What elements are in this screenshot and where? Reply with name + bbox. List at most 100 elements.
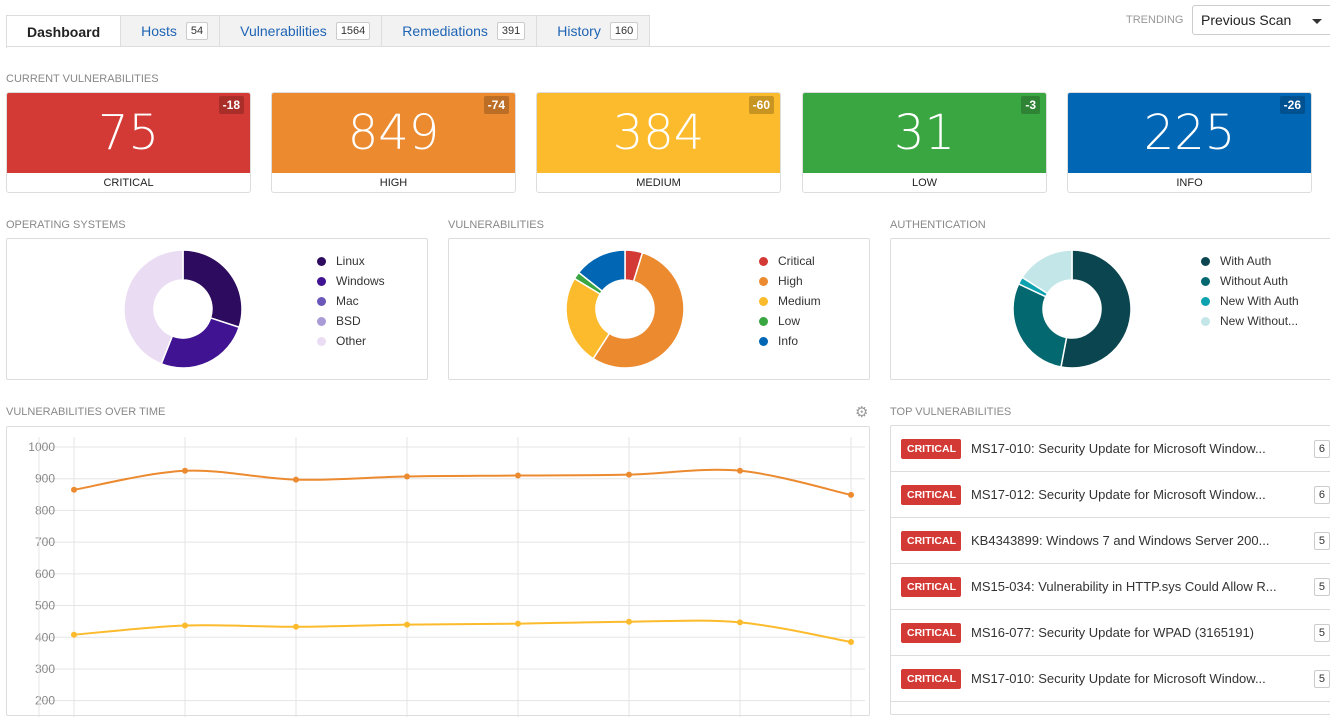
section-title: CURRENT VULNERABILITIES xyxy=(6,73,159,85)
legend-item[interactable]: Other xyxy=(317,331,385,351)
tab-hosts[interactable]: Hosts 54 xyxy=(120,15,220,47)
legend-label: BSD xyxy=(336,314,361,328)
donut-slice-windows[interactable] xyxy=(160,317,241,369)
legend-item[interactable]: Medium xyxy=(759,291,821,311)
vulnerability-name[interactable]: KB4343899: Windows 7 and Windows Server … xyxy=(971,533,1270,548)
host-count-badge: 6 xyxy=(1313,439,1330,458)
legend-item[interactable]: BSD xyxy=(317,311,385,331)
top-vulnerabilities-list: CRITICAL MS17-010: Security Update for Mi… xyxy=(890,425,1330,715)
host-count-badge: 6 xyxy=(1313,485,1330,504)
legend-label: Info xyxy=(778,334,799,348)
legend-dot-icon xyxy=(759,336,768,346)
tab-history[interactable]: History 160 xyxy=(536,15,651,47)
series-line-1 xyxy=(73,619,852,644)
legend-dot-icon xyxy=(1201,256,1210,266)
data-point[interactable] xyxy=(737,467,743,474)
list-item[interactable]: CRITICAL MS16-077: Security Update for WP… xyxy=(891,610,1330,656)
severity-card-low[interactable]: 31 -3 LOW xyxy=(802,92,1047,193)
legend-label: Without Auth xyxy=(1220,274,1289,288)
data-point[interactable] xyxy=(848,639,854,646)
tab-vulnerabilities[interactable]: Vulnerabilities 1564 xyxy=(219,15,382,47)
vulnerability-name[interactable]: MS17-010: Security Update for Microsoft … xyxy=(971,441,1266,456)
data-point[interactable] xyxy=(293,476,299,483)
data-point[interactable] xyxy=(737,619,743,626)
vulnerability-name[interactable]: MS17-012: Security Update for Microsoft … xyxy=(971,487,1266,502)
donut-slice-other[interactable] xyxy=(123,249,184,365)
tab-label: Dashboard xyxy=(27,24,101,40)
legend-item[interactable]: Mac xyxy=(317,291,385,311)
data-point[interactable] xyxy=(71,631,77,638)
trending-select[interactable]: Previous Scan xyxy=(1192,5,1330,35)
y-tick-label: 500 xyxy=(35,599,55,613)
data-point[interactable] xyxy=(404,621,410,628)
tab-label: History xyxy=(557,23,601,39)
donut-slice-new-without-[interactable] xyxy=(1021,249,1073,295)
card-value: 384 xyxy=(612,105,705,161)
data-point[interactable] xyxy=(515,620,521,627)
legend-item[interactable]: High xyxy=(759,271,821,291)
section-title: OPERATING SYSTEMS xyxy=(6,219,126,231)
legend-label: Medium xyxy=(778,294,821,308)
severity-card-medium[interactable]: 384 -60 MEDIUM xyxy=(536,92,781,193)
vulns-donut xyxy=(565,249,685,369)
legend-item[interactable]: New With Auth xyxy=(1201,291,1299,311)
legend-item[interactable]: New Without... xyxy=(1201,311,1299,331)
data-point[interactable] xyxy=(293,623,299,630)
donut-slice-linux[interactable] xyxy=(182,249,243,329)
list-item[interactable]: CRITICAL KB4343899: Windows 7 and Windows… xyxy=(891,518,1330,564)
list-item[interactable]: CRITICAL MS17-010: Security Update for Mi… xyxy=(891,426,1330,472)
host-count-badge: 5 xyxy=(1313,577,1330,596)
donut-slice-info[interactable] xyxy=(577,249,626,293)
legend-dot-icon xyxy=(317,336,326,346)
data-point[interactable] xyxy=(182,467,188,474)
data-point[interactable] xyxy=(626,471,632,478)
donut-slice-high[interactable] xyxy=(592,251,685,369)
data-point[interactable] xyxy=(404,473,410,480)
legend-item[interactable]: Linux xyxy=(317,251,385,271)
card-delta-badge: -74 xyxy=(483,96,509,114)
legend-item[interactable]: Critical xyxy=(759,251,821,271)
donut-slice-without-auth[interactable] xyxy=(1012,282,1068,368)
data-point[interactable] xyxy=(182,622,188,629)
donut-slice-medium[interactable] xyxy=(565,277,611,360)
gear-icon[interactable]: ⚙ xyxy=(855,404,869,421)
tab-label: Hosts xyxy=(141,23,177,39)
data-point[interactable] xyxy=(626,618,632,625)
legend-item[interactable]: Info xyxy=(759,331,821,351)
card-value: 849 xyxy=(347,105,440,161)
vulnerability-name[interactable]: MS15-034: Vulnerability in HTTP.sys Coul… xyxy=(971,579,1277,594)
vulnerability-name[interactable]: MS17-010: Security Update for Microsoft … xyxy=(971,671,1266,686)
authentication-panel: With Auth Without Auth New With Auth New Wi… xyxy=(890,238,1330,380)
trending-label: TRENDING xyxy=(1126,14,1184,26)
auth-donut xyxy=(1012,249,1132,369)
severity-badge: CRITICAL xyxy=(901,668,961,689)
vulnerabilities-panel: Critical High Medium Low Info xyxy=(448,238,870,380)
legend-item[interactable]: Windows xyxy=(317,271,385,291)
severity-card-info[interactable]: 225 -26 INFO xyxy=(1067,92,1312,193)
card-value: 75 xyxy=(97,105,160,161)
legend-item[interactable]: Low xyxy=(759,311,821,331)
legend-item[interactable]: With Auth xyxy=(1201,251,1299,271)
vulnerability-name[interactable]: MS16-077: Security Update for WPAD (3165… xyxy=(971,625,1255,640)
severity-card-high[interactable]: 849 -74 HIGH xyxy=(271,92,516,193)
legend-item[interactable]: Without Auth xyxy=(1201,271,1299,291)
severity-card-critical[interactable]: 75 -18 CRITICAL xyxy=(6,92,251,193)
legend-label: Low xyxy=(778,314,801,328)
tab-remediations[interactable]: Remediations 391 xyxy=(381,15,537,47)
tab-count: 1564 xyxy=(335,22,371,40)
donut-slice-with-auth[interactable] xyxy=(1060,249,1132,369)
tab-count: 54 xyxy=(185,22,209,40)
tab-dashboard[interactable]: Dashboard xyxy=(6,15,121,48)
list-item[interactable]: CRITICAL MS15-034: Vulnerability in HTTP.… xyxy=(891,564,1330,610)
section-title: VULNERABILITIES xyxy=(448,219,544,231)
data-point[interactable] xyxy=(71,486,77,493)
legend-dot-icon xyxy=(1201,316,1210,326)
list-item[interactable]: CRITICAL MS17-012: Security Update for Mi… xyxy=(891,472,1330,518)
trending-value: Previous Scan xyxy=(1201,12,1292,28)
data-point[interactable] xyxy=(515,472,521,479)
card-value-area: 849 -74 xyxy=(272,93,515,173)
host-count-badge: 5 xyxy=(1313,623,1330,642)
legend-label: Windows xyxy=(336,274,385,288)
list-item[interactable]: CRITICAL MS17-010: Security Update for Mi… xyxy=(891,656,1330,702)
data-point[interactable] xyxy=(848,491,854,498)
